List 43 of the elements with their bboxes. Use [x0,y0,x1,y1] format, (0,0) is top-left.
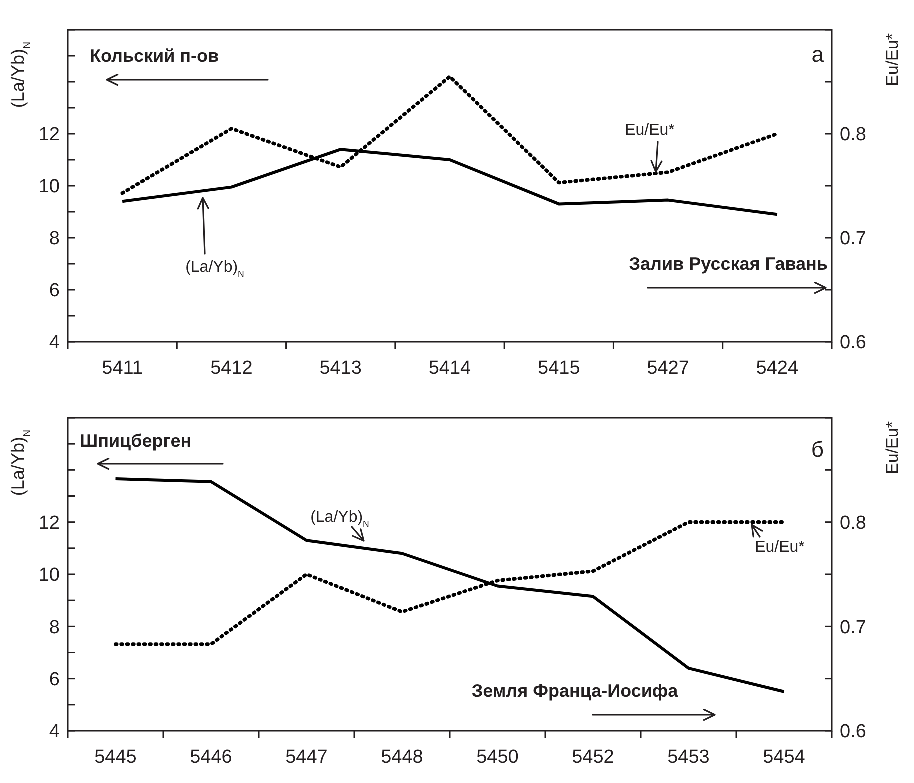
series-label: Eu/Eu* [755,539,805,556]
y-tick-label: 10 [38,176,60,198]
y2-tick-label: 0.6 [840,332,866,354]
x-tick-label: 5454 [763,747,806,768]
y-tick-label: 8 [49,228,60,250]
y2-tick-label: 0.8 [840,124,866,146]
x-tick-label: 5414 [428,358,472,379]
y2-tick-label: 0.8 [840,512,866,534]
y-tick-label: 12 [38,124,60,146]
series-label: (La/Yb)$_{N}$ [310,509,370,529]
y2-tick-label: 0.7 [840,617,866,638]
x-tick-label: 5450 [476,747,519,768]
x-tick-label: 5447 [286,747,328,768]
annotation: Залив Русская Гавань [629,254,828,274]
x-tick-label: 5424 [756,358,799,379]
y2-axis-title: Eu/Eu* [883,421,902,474]
annotation: а [812,42,825,67]
y-tick-label: 10 [38,565,60,586]
annotation: Земля Франца-Иосифа [472,681,680,701]
x-tick-label: 5411 [102,358,143,379]
x-tick-label: 5448 [381,747,424,768]
x-tick-label: 5445 [94,747,137,768]
annotation: б [811,437,824,462]
series-label: Eu/Eu* [625,122,675,139]
y-tick-label: 12 [38,512,60,534]
x-tick-label: 5453 [668,747,710,768]
y-tick-label: 4 [49,332,60,354]
x-tick-label: 5412 [210,358,253,379]
y-tick-label: 6 [49,280,60,302]
y-tick-label: 4 [49,722,60,743]
annotation: Шпицберген [80,431,192,451]
text: (La/Yb)$_{N}$ [186,259,244,279]
y-tick-label: 6 [49,669,60,690]
y-tick-label: 8 [49,617,60,638]
y2-tick-label: 0.7 [840,228,866,250]
x-tick-label: 5452 [572,747,614,768]
annotation: Кольский п-ов [90,46,220,66]
y2-tick-label: 0.6 [840,722,866,743]
x-tick-label: 5446 [190,747,232,768]
y2-axis-title: Eu/Eu* [883,33,902,86]
x-tick-label: 5413 [320,358,362,379]
x-tick-label: 5427 [647,358,690,379]
x-tick-label: 5415 [538,358,580,379]
